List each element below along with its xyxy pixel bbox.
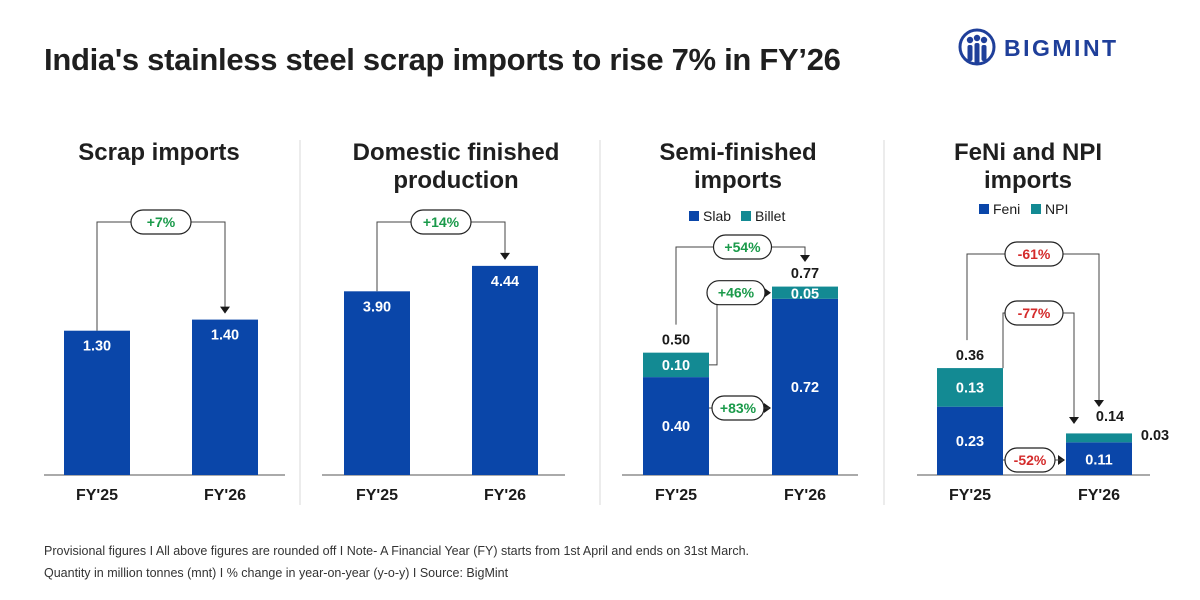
footer-line-2: Quantity in million tonnes (mnt) I % cha…	[44, 566, 509, 580]
panel-4-seg-label-feni-2: 0.11	[1085, 453, 1112, 469]
panel-2-title-line-2: production	[393, 167, 518, 194]
panel-3-bar-1-billet	[643, 352, 709, 378]
panel-2-tick-2: FY'26	[484, 487, 526, 504]
panel-4-npi-change-arrowhead	[1069, 417, 1079, 424]
panel-3-slab-change-bubble	[711, 395, 765, 421]
panel-1-bar-label-1: 1.30	[83, 339, 111, 355]
panel-3-seg-label-slab-1: 0.40	[662, 419, 690, 435]
panel-4-feni-change-label: -52%	[1014, 452, 1047, 468]
panel-3-total-1: 0.50	[662, 333, 690, 349]
brand-logo: BIGMINT	[958, 26, 1119, 70]
panel-4-tick-1: FY'25	[949, 487, 991, 504]
panel-3-slab-change-label: +83%	[720, 400, 757, 416]
panel-3-legend-slab: Slab	[703, 208, 731, 224]
panel-2-tick-1: FY'25	[356, 487, 398, 504]
panel-4-npi-change-connector	[1002, 312, 1075, 420]
panel-3-legend-billet-swatch	[741, 211, 751, 221]
panel-2-change-arrowhead	[500, 252, 510, 260]
panel-1-bar-1	[64, 330, 130, 475]
panel-3-bar-2-billet	[772, 286, 838, 299]
panel-4-total-change-label: -61%	[1018, 246, 1051, 262]
panel-4-bar-2-npi	[1066, 433, 1132, 443]
panel-3-tick-1: FY'25	[655, 487, 697, 504]
panel-3-billet-change-bubble	[706, 280, 766, 306]
panel-4-legend-npi: NPI	[1045, 201, 1068, 217]
footer-line-1: Provisional figures I All above figures …	[44, 544, 749, 558]
panel-3-total-2: 0.77	[791, 266, 819, 282]
panel-2-bar-label-1: 3.90	[363, 299, 391, 315]
panel-4-bar-2-feni	[1066, 442, 1132, 475]
panel-1-title: Scrap imports	[78, 139, 239, 166]
panel-4-npi-change-bubble	[1004, 300, 1064, 326]
panel-1-tick-1: FY'25	[76, 487, 118, 504]
panel-3-title-line-2: imports	[694, 167, 782, 194]
brand-name: BIGMINT	[1004, 34, 1119, 61]
panel-3-tick-2: FY'26	[784, 487, 826, 504]
panel-3-legend-billet: Billet	[755, 208, 785, 224]
panel-1-change-connector	[96, 221, 226, 331]
panel-3-bar-2-slab	[772, 298, 838, 475]
panel-4-legend-feni: Feni	[993, 201, 1020, 217]
panel-4-seg-label-npi-2: 0.03	[1141, 428, 1169, 444]
panel-3-legend-slab-swatch	[689, 211, 699, 221]
panel-4-legend-npi-swatch	[1031, 204, 1041, 214]
panel-3-total-change-bubble	[712, 234, 773, 260]
panel-4-seg-label-npi-1: 0.13	[956, 380, 984, 396]
panel-3-seg-label-billet-1: 0.10	[662, 358, 690, 374]
panel-4-legend-feni-swatch	[979, 204, 989, 214]
page-title: India's stainless steel scrap imports to…	[44, 42, 841, 77]
panel-4-feni-change-bubble	[1004, 447, 1056, 473]
panel-4-total-change-bubble	[1004, 241, 1064, 267]
panel-3-title-line-1: Semi-finished	[659, 139, 816, 166]
panel-1-tick-2: FY'26	[204, 487, 246, 504]
panel-2-bar-2	[472, 265, 538, 475]
panel-1-bar-label-2: 1.40	[211, 328, 239, 344]
panel-4-title-line-1: FeNi and NPI	[954, 139, 1102, 166]
panel-3-total-change-arrowhead	[800, 255, 810, 262]
panel-4-total-change-arrowhead	[1094, 400, 1104, 407]
panel-3-total-change-label: +54%	[724, 239, 761, 255]
panel-3-seg-label-billet-2: 0.05	[791, 287, 819, 303]
panel-3-billet-change-label: +46%	[718, 285, 755, 301]
panel-4-npi-change-label: -77%	[1018, 305, 1051, 321]
panel-4-bar-1-npi	[937, 368, 1003, 407]
panel-4-total-1: 0.36	[956, 348, 984, 364]
panel-4-title-line-2: imports	[984, 167, 1072, 194]
panel-2-change-bubble	[410, 209, 472, 235]
panel-3-billet-change-arrowhead	[764, 287, 771, 298]
footer-notes: Provisional figures I All above figures …	[44, 540, 749, 584]
panel-1-change-bubble	[130, 209, 192, 235]
panel-1-change-label: +7%	[147, 214, 176, 230]
panel-4-bar-1-feni	[937, 406, 1003, 475]
panel-4-total-2: 0.14	[1096, 409, 1124, 425]
panel-2-title-line-1: Domestic finished	[353, 139, 560, 166]
panel-3-seg-label-slab-2: 0.72	[791, 380, 819, 396]
panel-4-seg-label-feni-1: 0.23	[956, 434, 984, 450]
panel-2-bar-1	[344, 291, 410, 475]
panel-3-bar-1-slab	[643, 377, 709, 475]
panel-1-bar-2	[192, 319, 258, 475]
panel-2-change-label: +14%	[423, 214, 460, 230]
panel-4-tick-2: FY'26	[1078, 487, 1120, 504]
panel-2-bar-label-2: 4.44	[491, 274, 519, 290]
bigmint-logo-icon	[958, 28, 996, 66]
panel-1-change-arrowhead	[220, 306, 230, 314]
